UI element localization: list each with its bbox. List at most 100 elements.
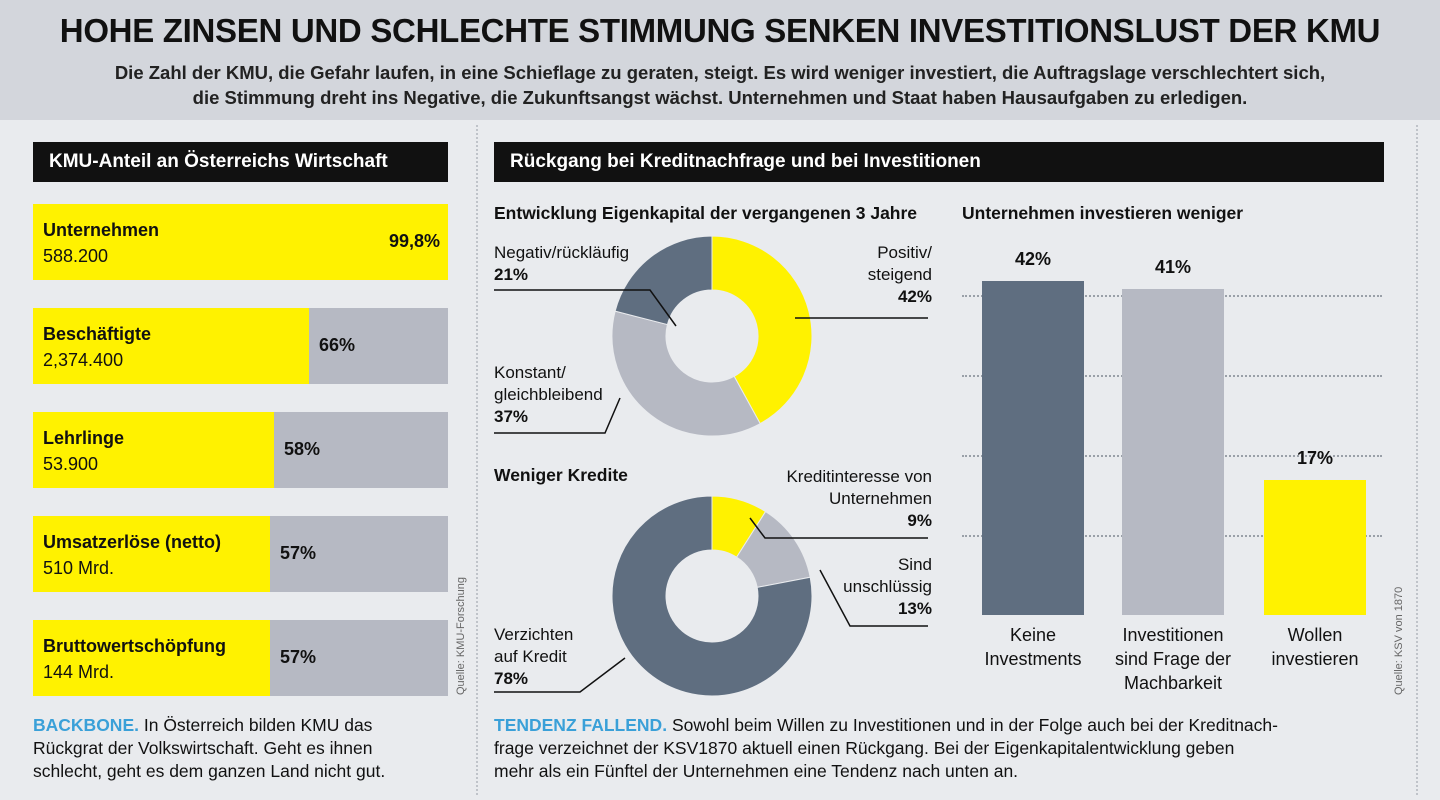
donut2-label-abstain-line2: auf Kredit (494, 647, 567, 666)
kmu-bar-percent: 66% (319, 335, 356, 355)
left-footer-line-3: schlecht, geht es dem ganzen Land nicht … (33, 761, 386, 781)
investment-bar-chart: 42% Keine Investments 41% Investitionen sind … (962, 230, 1382, 700)
donut2-label-interest-line2: Unternehmen (828, 489, 932, 508)
kmu-bar-percent: 99,8% (388, 231, 440, 251)
right-footer-line-2: frage verzeichnet der KSV1870 aktuell ei… (494, 738, 1235, 758)
left-source-note: Quelle: KMU-Forschung (455, 577, 467, 695)
donut2-leader-abstain (494, 657, 626, 693)
donut2-leader-unsure (819, 569, 928, 627)
kmu-bar-label: Bruttowertschöpfung (43, 636, 226, 656)
investment-category-line: Investments (984, 649, 1082, 669)
kmu-bar-1: Beschäftigte 2,374.400 66% (33, 308, 448, 384)
donut2-label-interest-line1: Kreditinteresse von (786, 467, 932, 486)
donut2-svg (494, 495, 928, 697)
donut1-svg (494, 235, 928, 437)
donut2-label-interest: Kreditinteresse von Unternehmen 9% (740, 466, 932, 532)
kmu-bar-label: Beschäftigte (43, 324, 152, 344)
donut2-title: Weniger Kredite (494, 465, 628, 485)
donut2-slice-abstain (611, 495, 813, 697)
donut1-value-positive: 42% (897, 287, 932, 306)
investment-bar-value: 41% (1154, 257, 1192, 277)
subtitle-line-1: Die Zahl der KMU, die Gefahr laufen, in … (114, 62, 1326, 83)
donut1-label-constant: Konstant/ gleichbleibend 37% (494, 362, 603, 428)
donut2-value-unsure: 13% (897, 599, 932, 618)
right-footer-line-3: mehr als ein Fünftel der Unternehmen ein… (494, 761, 1019, 781)
kmu-bar-label: Umsatzerlöse (netto) (43, 532, 222, 552)
donut2-value-abstain: 78% (494, 669, 529, 688)
donut2-label-unsure-line2: unschlüssig (843, 577, 932, 596)
kmu-bar-percent: 58% (284, 439, 321, 459)
kmu-bar-4: Bruttowertschöpfung 144 Mrd. 57% (33, 620, 448, 696)
kmu-bar-fill (33, 412, 274, 488)
kmu-bar-fill (33, 204, 448, 280)
donut1-slice-negative (614, 235, 713, 326)
donut2-label-abstain-line1: Verzichten (494, 625, 574, 644)
investment-category-line: Machbarkeit (1123, 673, 1223, 693)
donut1-leader-negative (494, 289, 677, 327)
kmu-bar-3: Umsatzerlöse (netto) 510 Mrd. 57% (33, 516, 448, 592)
kmu-bar-absolute: 2,374.400 (43, 350, 124, 370)
investment-bar-category: Keine Investments (952, 623, 1114, 671)
investment-bar-category: Wollen investieren (1234, 623, 1396, 671)
kmu-bar-0: Unternehmen 588.200 99,8% (33, 204, 448, 280)
donut1-label-negative-text: Negativ/rückläufig (494, 243, 630, 262)
donut1-slice-constant (611, 310, 761, 437)
donut1-slice-positive (711, 235, 813, 425)
kmu-bar-absolute: 510 Mrd. (43, 558, 115, 578)
investment-category-line: sind Frage der (1114, 649, 1232, 669)
investment-bar-value: 42% (1014, 249, 1052, 269)
investment-bar-2 (1264, 480, 1366, 615)
investment-category-line: Wollen (1287, 625, 1343, 645)
left-footer-line-2: Rückgrat der Volkswirtschaft. Geht es ih… (33, 738, 373, 758)
page-title: HOHE ZINSEN UND SCHLECHTE STIMMUNG SENKE… (59, 12, 1381, 49)
left-footer-line-1: In Österreich bilden KMU das (143, 715, 373, 735)
donut1-label-positive-line2: steigend (867, 265, 932, 284)
right-footer-text: TENDENZ FALLEND. Sowohl beim Willen zu I… (494, 714, 1404, 783)
kmu-bar-fill (33, 308, 309, 384)
kmu-bar-2: Lehrlinge 53.900 58% (33, 412, 448, 488)
donut1-label-positive-line1: Positiv/ (877, 243, 932, 262)
kmu-bar-absolute: 588.200 (43, 246, 109, 266)
donut1-label-constant-line1: Konstant/ (494, 363, 566, 382)
right-panel-heading: Rückgang bei Kreditnachfrage und bei Inv… (494, 142, 1384, 182)
donut2-leader-interest (749, 517, 928, 539)
right-source-note: Quelle: KSV von 1870 (1393, 586, 1405, 695)
subtitle-line-2: die Stimmung dreht ins Negative, die Zuk… (192, 87, 1248, 108)
left-footer-text: BACKBONE. In Österreich bilden KMU das R… (33, 714, 473, 783)
donut1-value-negative: 21% (494, 265, 529, 284)
investment-bar-value: 17% (1296, 448, 1334, 468)
investment-chart-title: Unternehmen investieren weniger (962, 203, 1244, 223)
investment-bar-1 (1122, 289, 1224, 615)
page-subtitle: Die Zahl der KMU, die Gefahr laufen, in … (40, 60, 1400, 110)
left-panel-heading: KMU-Anteil an Österreichs Wirtschaft (33, 142, 448, 182)
left-footer-highlight: BACKBONE. (33, 715, 139, 735)
column-divider (476, 125, 478, 795)
kmu-bar-fill (33, 620, 270, 696)
investment-category-line: investieren (1271, 649, 1359, 669)
kmu-bar-label: Unternehmen (43, 220, 160, 240)
right-footer-highlight: TENDENZ FALLEND. (494, 715, 668, 735)
investment-category-line: Investitionen (1122, 625, 1224, 645)
kmu-bar-absolute: 53.900 (43, 454, 99, 474)
right-border (1416, 125, 1418, 795)
donut1-title: Entwicklung Eigenkapital der vergangenen… (494, 203, 918, 223)
donut1-label-negative: Negativ/rückläufig 21% (494, 242, 629, 286)
donut1-value-constant: 37% (494, 407, 529, 426)
donut1-label-positive: Positiv/ steigend 42% (780, 242, 932, 308)
kmu-bar-fill (33, 516, 270, 592)
donut2-label-unsure-line1: Sind (897, 555, 932, 574)
donut1-label-constant-line2: gleichbleibend (494, 385, 603, 404)
donut2-value-interest: 9% (907, 511, 932, 530)
right-footer-line-1: Sowohl beim Willen zu Investitionen und … (671, 715, 1278, 735)
donut2-label-unsure: Sind unschlüssig 13% (800, 554, 932, 620)
investment-bar-0 (982, 281, 1084, 615)
investment-bar-category: Investitionen sind Frage der Machbarkeit (1092, 623, 1254, 695)
kmu-bar-absolute: 144 Mrd. (43, 662, 115, 682)
donut2-label-abstain: Verzichten auf Kredit 78% (494, 624, 573, 690)
header-band (0, 0, 1440, 120)
donut1-leader-constant (494, 397, 621, 434)
kmu-bar-label: Lehrlinge (43, 428, 125, 448)
investment-category-line: Keine (1009, 625, 1057, 645)
kmu-bar-percent: 57% (280, 647, 317, 667)
kmu-bar-percent: 57% (280, 543, 317, 563)
